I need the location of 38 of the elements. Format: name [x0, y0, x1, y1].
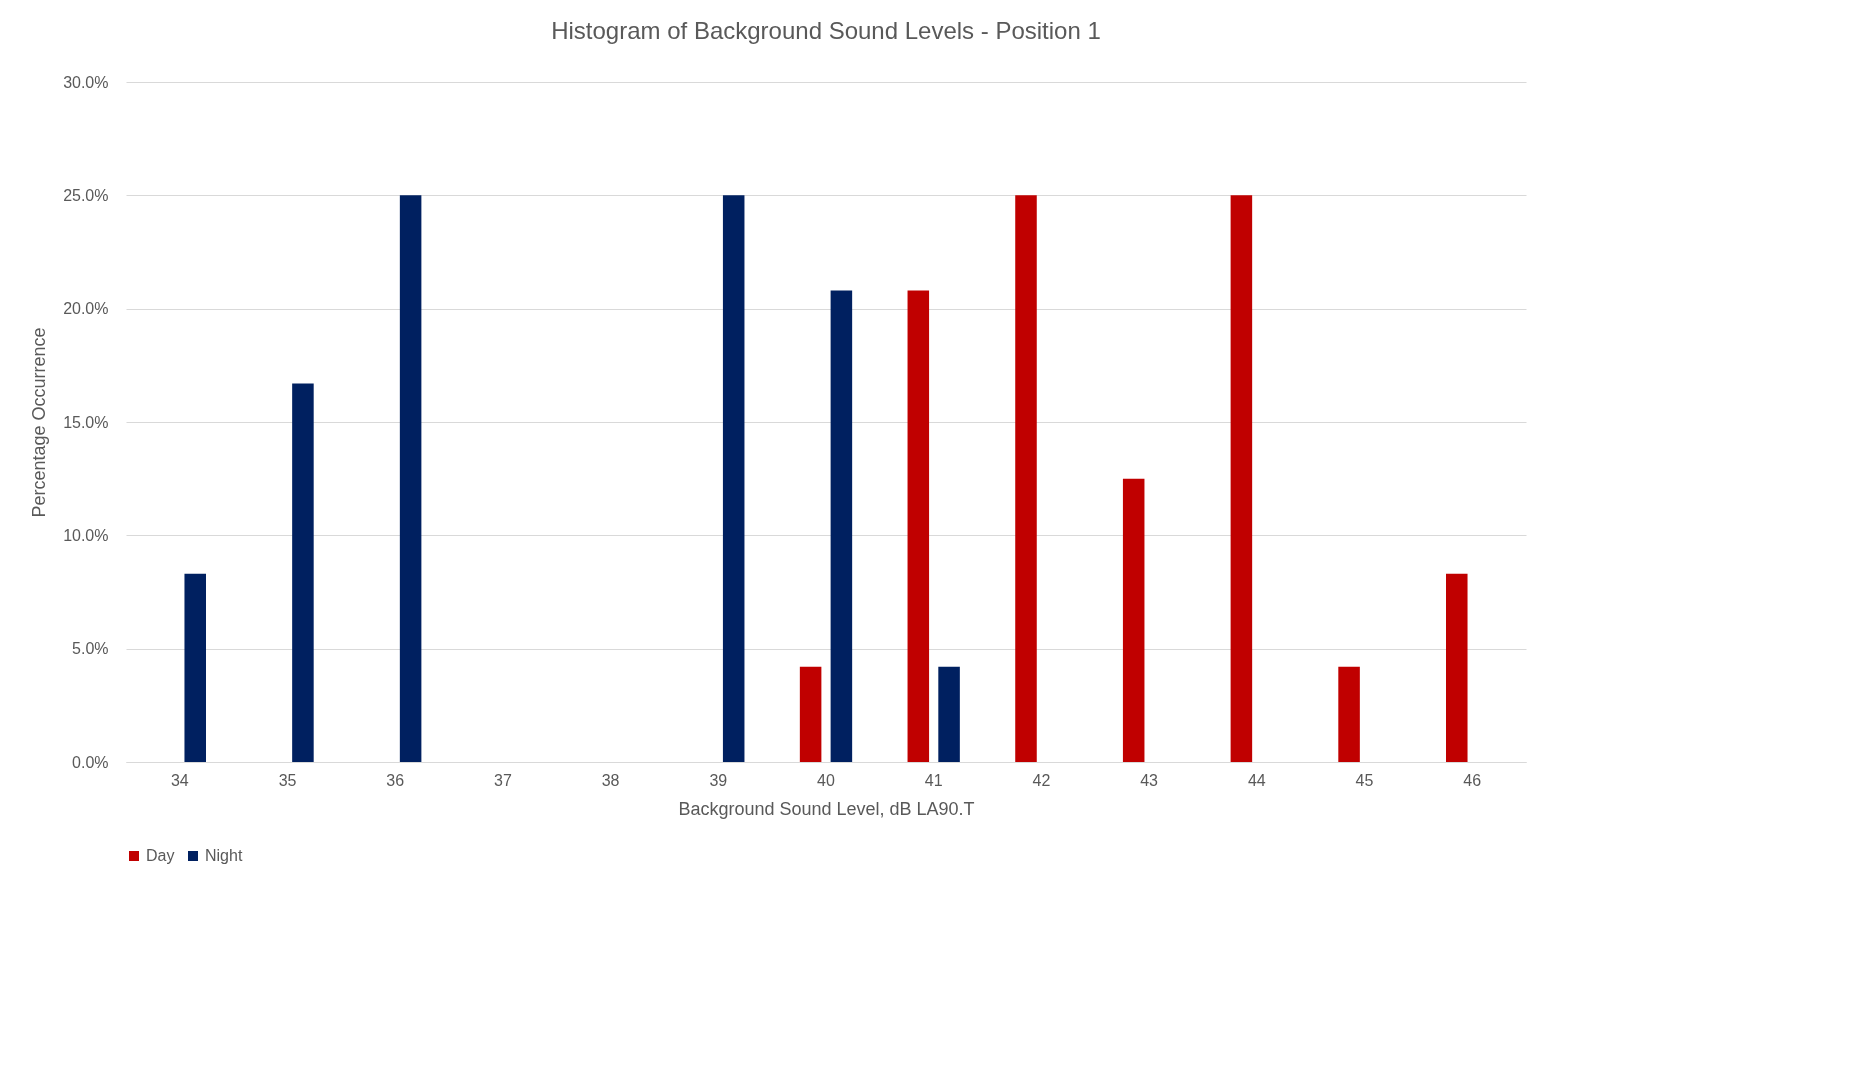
- bar: [1230, 195, 1253, 762]
- y-tick-label: 5.0%: [72, 640, 109, 658]
- bar: [1122, 478, 1145, 762]
- x-tick-label: 42: [1032, 771, 1051, 789]
- x-tick-label: 37: [494, 771, 512, 789]
- legend-label: Day: [146, 847, 175, 864]
- x-tick-label: 38: [601, 771, 620, 789]
- x-tick-label: 36: [386, 771, 405, 789]
- bar: [830, 290, 853, 762]
- x-tick-label: 44: [1247, 771, 1266, 789]
- x-tick-label: 41: [924, 771, 943, 789]
- x-tick-label: 46: [1463, 771, 1482, 789]
- y-tick-label: 30.0%: [63, 73, 109, 91]
- bar: [799, 666, 822, 762]
- chart-title: Histogram of Background Sound Levels - Position 1: [551, 17, 1101, 44]
- x-axis-title: Background Sound Level, dB LA90.T: [678, 798, 975, 819]
- x-tick-label: 43: [1140, 771, 1159, 789]
- y-tick-label: 10.0%: [63, 526, 109, 544]
- bar: [1015, 195, 1037, 762]
- x-tick-label: 39: [709, 771, 728, 789]
- y-tick-label: 0.0%: [72, 753, 109, 771]
- bar: [1338, 666, 1360, 762]
- bar: [184, 573, 206, 762]
- x-tick-label: 40: [817, 771, 835, 789]
- x-tick-label: 45: [1355, 771, 1374, 789]
- y-axis-title: Percentage Occurrence: [29, 327, 50, 518]
- bar: [399, 195, 422, 762]
- bar: [938, 666, 960, 762]
- bar: [292, 383, 314, 762]
- legend-label: Night: [205, 847, 243, 864]
- y-tick-label: 20.0%: [63, 300, 109, 318]
- bar: [907, 290, 930, 762]
- x-tick-label: 34: [170, 771, 189, 789]
- x-tick-label: 35: [278, 771, 297, 789]
- y-tick-label: 25.0%: [63, 186, 109, 204]
- bar: [1446, 573, 1468, 762]
- bar: [722, 195, 745, 762]
- y-tick-label: 15.0%: [63, 413, 109, 431]
